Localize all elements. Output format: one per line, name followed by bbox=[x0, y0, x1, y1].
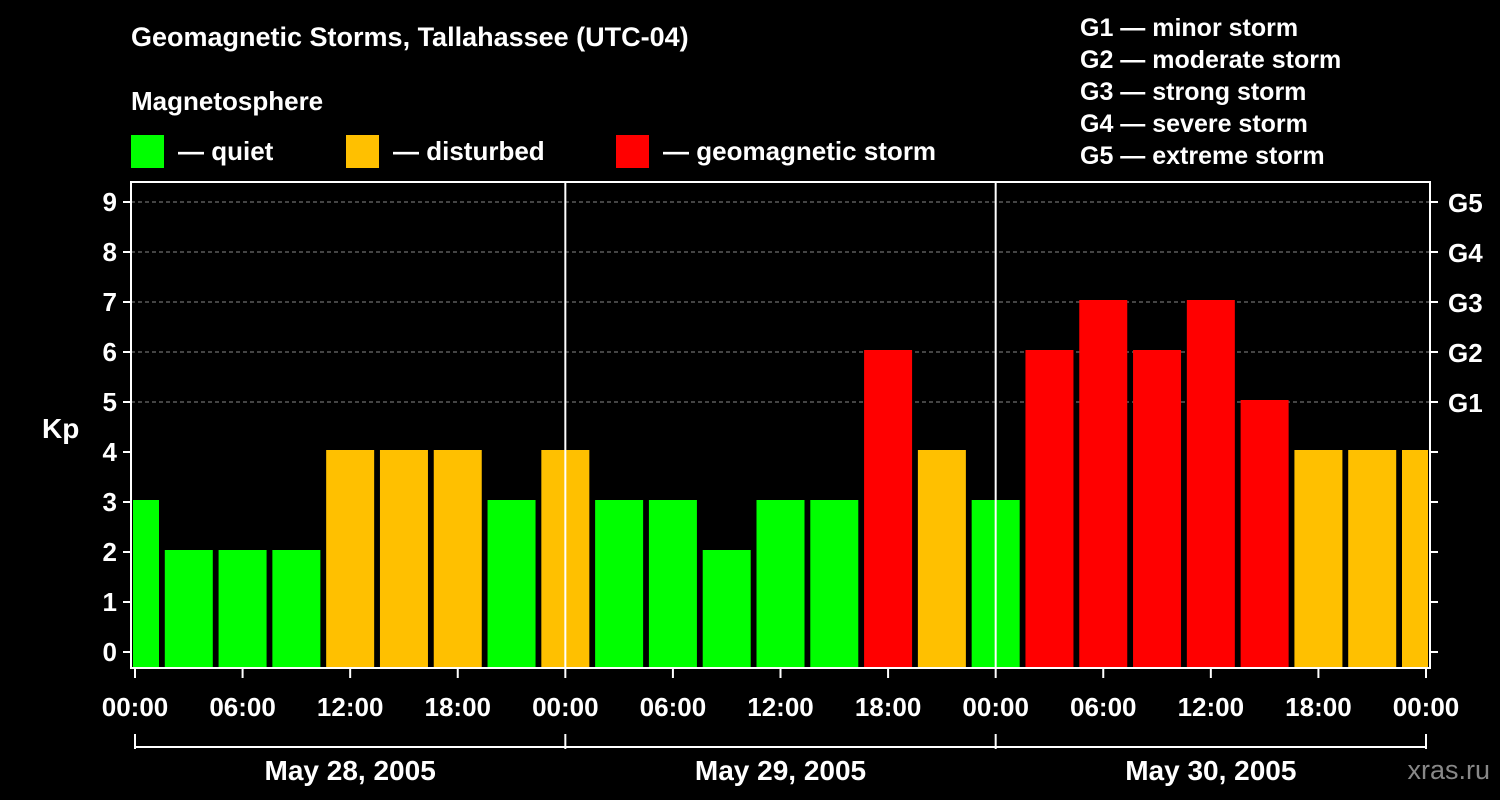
kp-bar bbox=[272, 550, 321, 668]
kp-bar bbox=[917, 450, 966, 668]
watermark: xras.ru bbox=[1407, 755, 1490, 785]
g-scale-label: G4 bbox=[1448, 238, 1483, 268]
x-tick-label: 00:00 bbox=[1393, 692, 1460, 722]
kp-bar bbox=[133, 500, 159, 668]
legend-storm-label: — geomagnetic storm bbox=[663, 135, 937, 166]
storm-scale-g4: G4 — severe storm bbox=[1080, 110, 1308, 138]
kp-bar bbox=[164, 550, 213, 668]
y-tick-label: 9 bbox=[103, 187, 117, 217]
kp-bar bbox=[1079, 300, 1128, 668]
x-tick-label: 18:00 bbox=[855, 692, 922, 722]
legend-storm-swatch bbox=[616, 134, 649, 168]
kp-bar bbox=[487, 500, 536, 668]
y-tick-label: 1 bbox=[103, 587, 117, 617]
kp-bar bbox=[756, 500, 805, 668]
kp-bar bbox=[326, 450, 375, 668]
legend-quiet-swatch bbox=[131, 134, 164, 168]
kp-bar bbox=[1402, 450, 1428, 668]
kp-bar bbox=[1348, 450, 1397, 668]
day-label: May 30, 2005 bbox=[1125, 755, 1296, 786]
x-tick-label: 00:00 bbox=[962, 692, 1029, 722]
x-tick-label: 00:00 bbox=[102, 692, 169, 722]
storm-scale-g1: G1 — minor storm bbox=[1080, 14, 1299, 42]
legend-disturbed-swatch bbox=[346, 134, 379, 168]
y-tick-label: 3 bbox=[103, 487, 117, 517]
x-tick-label: 00:00 bbox=[532, 692, 599, 722]
magnetosphere-label: Magnetosphere bbox=[131, 86, 324, 116]
kp-bar bbox=[218, 550, 267, 668]
kp-bar bbox=[1240, 400, 1289, 668]
day-label: May 28, 2005 bbox=[265, 755, 436, 786]
legend-quiet-label: — quiet bbox=[178, 135, 274, 166]
kp-bar bbox=[864, 350, 913, 668]
kp-bar bbox=[702, 550, 751, 668]
y-tick-label: 0 bbox=[103, 637, 117, 667]
kp-bar bbox=[1025, 350, 1074, 668]
x-tick-label: 18:00 bbox=[1285, 692, 1352, 722]
x-tick-label: 06:00 bbox=[640, 692, 707, 722]
g-scale-label: G2 bbox=[1448, 338, 1483, 368]
x-tick-label: 18:00 bbox=[425, 692, 492, 722]
g-scale-label: G3 bbox=[1448, 288, 1483, 318]
y-tick-label: 5 bbox=[103, 387, 117, 417]
y-tick-label: 8 bbox=[103, 237, 117, 267]
g-scale-label: G1 bbox=[1448, 388, 1483, 418]
kp-bar bbox=[379, 450, 428, 668]
x-tick-label: 12:00 bbox=[1178, 692, 1245, 722]
g-scale-label: G5 bbox=[1448, 188, 1483, 218]
kp-bar bbox=[810, 500, 859, 668]
kp-bar bbox=[595, 500, 644, 668]
storm-scale-g2: G2 — moderate storm bbox=[1080, 46, 1342, 74]
x-tick-label: 12:00 bbox=[317, 692, 384, 722]
day-label: May 29, 2005 bbox=[695, 755, 866, 786]
x-tick-label: 06:00 bbox=[209, 692, 276, 722]
kp-bar bbox=[1294, 450, 1343, 668]
y-tick-label: 6 bbox=[103, 337, 117, 367]
storm-scale-g3: G3 — strong storm bbox=[1080, 78, 1307, 106]
y-tick-label: 2 bbox=[103, 537, 117, 567]
storm-scale-g5: G5 — extreme storm bbox=[1080, 142, 1325, 170]
kp-bar bbox=[433, 450, 482, 668]
y-axis-label: Kp bbox=[42, 413, 79, 444]
legend-quiet: — quiet bbox=[131, 134, 273, 168]
legend-disturbed-label: — disturbed bbox=[393, 135, 545, 166]
x-tick-label: 12:00 bbox=[747, 692, 814, 722]
legend-disturbed: — disturbed bbox=[346, 134, 545, 168]
y-tick-label: 7 bbox=[103, 287, 117, 317]
kp-bar bbox=[648, 500, 697, 668]
kp-bar bbox=[1133, 350, 1182, 668]
legend-storm: — geomagnetic storm bbox=[616, 134, 936, 168]
x-tick-label: 06:00 bbox=[1070, 692, 1137, 722]
chart-title: Geomagnetic Storms, Tallahassee (UTC-04) bbox=[131, 22, 689, 52]
kp-bar bbox=[1186, 300, 1235, 668]
y-tick-label: 4 bbox=[103, 437, 118, 467]
